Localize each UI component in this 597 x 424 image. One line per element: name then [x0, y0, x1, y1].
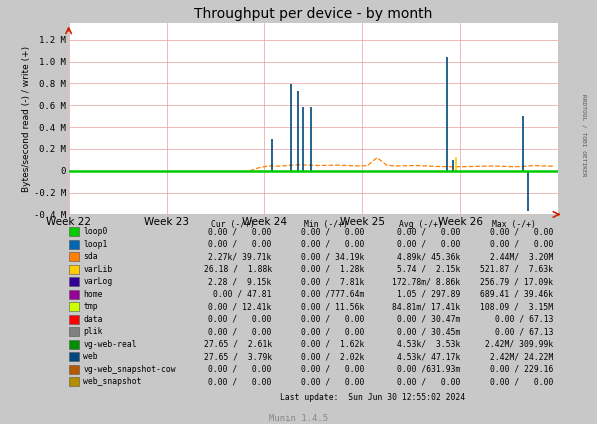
- Text: 0.00 /  2.02k: 0.00 / 2.02k: [301, 352, 365, 361]
- Text: 0.00 /   0.00: 0.00 / 0.00: [301, 327, 365, 336]
- Text: web: web: [84, 352, 98, 361]
- Text: home: home: [84, 290, 103, 299]
- Text: 0.00 / 229.16: 0.00 / 229.16: [490, 365, 553, 374]
- Text: varLog: varLog: [84, 277, 113, 286]
- Y-axis label: Bytes/second read (-) / write (+): Bytes/second read (-) / write (+): [22, 46, 31, 192]
- Text: 5.74 /  2.15k: 5.74 / 2.15k: [397, 265, 460, 273]
- Text: 172.78m/ 8.86k: 172.78m/ 8.86k: [392, 277, 460, 286]
- Text: Munin 1.4.5: Munin 1.4.5: [269, 414, 328, 423]
- Text: RRDTOOL / TOBI OETIKER: RRDTOOL / TOBI OETIKER: [581, 95, 586, 177]
- FancyBboxPatch shape: [69, 352, 79, 361]
- Text: 0.00 /   0.00: 0.00 / 0.00: [301, 377, 365, 386]
- Text: 0.00 /   0.00: 0.00 / 0.00: [208, 240, 272, 248]
- Text: 2.44M/  3.20M: 2.44M/ 3.20M: [490, 252, 553, 261]
- Text: 0.00 / 34.19k: 0.00 / 34.19k: [301, 252, 365, 261]
- Text: 256.79 / 17.09k: 256.79 / 17.09k: [480, 277, 553, 286]
- FancyBboxPatch shape: [69, 227, 79, 236]
- Text: data: data: [84, 315, 103, 324]
- Text: plik: plik: [84, 327, 103, 336]
- Text: 0.00 / 47.81: 0.00 / 47.81: [213, 290, 272, 299]
- Text: 0.00 /   0.00: 0.00 / 0.00: [301, 365, 365, 374]
- FancyBboxPatch shape: [69, 302, 79, 311]
- Text: 4.53k/  3.53k: 4.53k/ 3.53k: [397, 340, 460, 349]
- Text: 0.00 /   0.00: 0.00 / 0.00: [208, 315, 272, 324]
- Text: 0.00 / 67.13: 0.00 / 67.13: [495, 315, 553, 324]
- Text: 0.00 /   0.00: 0.00 / 0.00: [397, 240, 460, 248]
- Text: 0.00 /   0.00: 0.00 / 0.00: [208, 227, 272, 236]
- Text: 521.87 /  7.63k: 521.87 / 7.63k: [480, 265, 553, 273]
- Text: 0.00 / 12.41k: 0.00 / 12.41k: [208, 302, 272, 311]
- Text: 4.89k/ 45.36k: 4.89k/ 45.36k: [397, 252, 460, 261]
- Text: 2.27k/ 39.71k: 2.27k/ 39.71k: [208, 252, 272, 261]
- Text: 0.00 / 11.56k: 0.00 / 11.56k: [301, 302, 365, 311]
- Text: 0.00 /   0.00: 0.00 / 0.00: [208, 327, 272, 336]
- Text: 0.00 /   0.00: 0.00 / 0.00: [301, 240, 365, 248]
- Text: 0.00 /  7.81k: 0.00 / 7.81k: [301, 277, 365, 286]
- Text: 0.00 / 30.45m: 0.00 / 30.45m: [397, 327, 460, 336]
- FancyBboxPatch shape: [69, 240, 79, 248]
- Text: 2.42M/ 309.99k: 2.42M/ 309.99k: [485, 340, 553, 349]
- Text: 0.00 /   0.00: 0.00 / 0.00: [301, 227, 365, 236]
- FancyBboxPatch shape: [69, 340, 79, 349]
- Text: web_snapshot: web_snapshot: [84, 377, 142, 386]
- FancyBboxPatch shape: [69, 365, 79, 374]
- FancyBboxPatch shape: [69, 377, 79, 386]
- Text: tmp: tmp: [84, 302, 98, 311]
- Text: 0.00 /   0.00: 0.00 / 0.00: [208, 377, 272, 386]
- Text: Last update:  Sun Jun 30 12:55:02 2024: Last update: Sun Jun 30 12:55:02 2024: [279, 393, 465, 402]
- Text: 0.00 /  1.62k: 0.00 / 1.62k: [301, 340, 365, 349]
- Text: 108.09 /  3.15M: 108.09 / 3.15M: [480, 302, 553, 311]
- Text: 0.00 /777.64m: 0.00 /777.64m: [301, 290, 365, 299]
- FancyBboxPatch shape: [69, 290, 79, 299]
- Text: 0.00 /   0.00: 0.00 / 0.00: [490, 377, 553, 386]
- Text: loop0: loop0: [84, 227, 107, 236]
- FancyBboxPatch shape: [69, 265, 79, 273]
- Text: 1.05 / 297.89: 1.05 / 297.89: [397, 290, 460, 299]
- Text: 27.65 /  3.79k: 27.65 / 3.79k: [204, 352, 272, 361]
- Text: varLib: varLib: [84, 265, 113, 273]
- Text: 0.00 / 67.13: 0.00 / 67.13: [495, 327, 553, 336]
- FancyBboxPatch shape: [69, 315, 79, 324]
- Text: 0.00 / 30.47m: 0.00 / 30.47m: [397, 315, 460, 324]
- Text: 689.41 / 39.46k: 689.41 / 39.46k: [480, 290, 553, 299]
- Text: 0.00 /   0.00: 0.00 / 0.00: [208, 365, 272, 374]
- Text: 27.65 /  2.61k: 27.65 / 2.61k: [204, 340, 272, 349]
- FancyBboxPatch shape: [69, 252, 79, 261]
- Text: Avg (-/+): Avg (-/+): [399, 220, 443, 229]
- FancyBboxPatch shape: [69, 277, 79, 286]
- Text: loop1: loop1: [84, 240, 107, 248]
- Text: 0.00 /   0.00: 0.00 / 0.00: [490, 227, 553, 236]
- Text: sda: sda: [84, 252, 98, 261]
- Text: vg-web-real: vg-web-real: [84, 340, 137, 349]
- Text: 0.00 /   0.00: 0.00 / 0.00: [397, 377, 460, 386]
- Text: 0.00 /   0.00: 0.00 / 0.00: [397, 227, 460, 236]
- Text: Min (-/+): Min (-/+): [304, 220, 347, 229]
- Text: 0.00 /   0.00: 0.00 / 0.00: [301, 315, 365, 324]
- Text: 0.00 /  1.28k: 0.00 / 1.28k: [301, 265, 365, 273]
- Text: Max (-/+): Max (-/+): [492, 220, 536, 229]
- Text: 0.00 /631.93m: 0.00 /631.93m: [397, 365, 460, 374]
- Text: 2.42M/ 24.22M: 2.42M/ 24.22M: [490, 352, 553, 361]
- Text: vg-web_snapshot-cow: vg-web_snapshot-cow: [84, 365, 176, 374]
- Title: Throughput per device - by month: Throughput per device - by month: [194, 7, 433, 21]
- Text: 84.81m/ 17.41k: 84.81m/ 17.41k: [392, 302, 460, 311]
- Text: 0.00 /   0.00: 0.00 / 0.00: [490, 240, 553, 248]
- Text: 4.53k/ 47.17k: 4.53k/ 47.17k: [397, 352, 460, 361]
- FancyBboxPatch shape: [69, 327, 79, 336]
- Text: 2.28 /  9.15k: 2.28 / 9.15k: [208, 277, 272, 286]
- Text: Cur (-/+): Cur (-/+): [211, 220, 254, 229]
- Text: 26.18 /  1.88k: 26.18 / 1.88k: [204, 265, 272, 273]
